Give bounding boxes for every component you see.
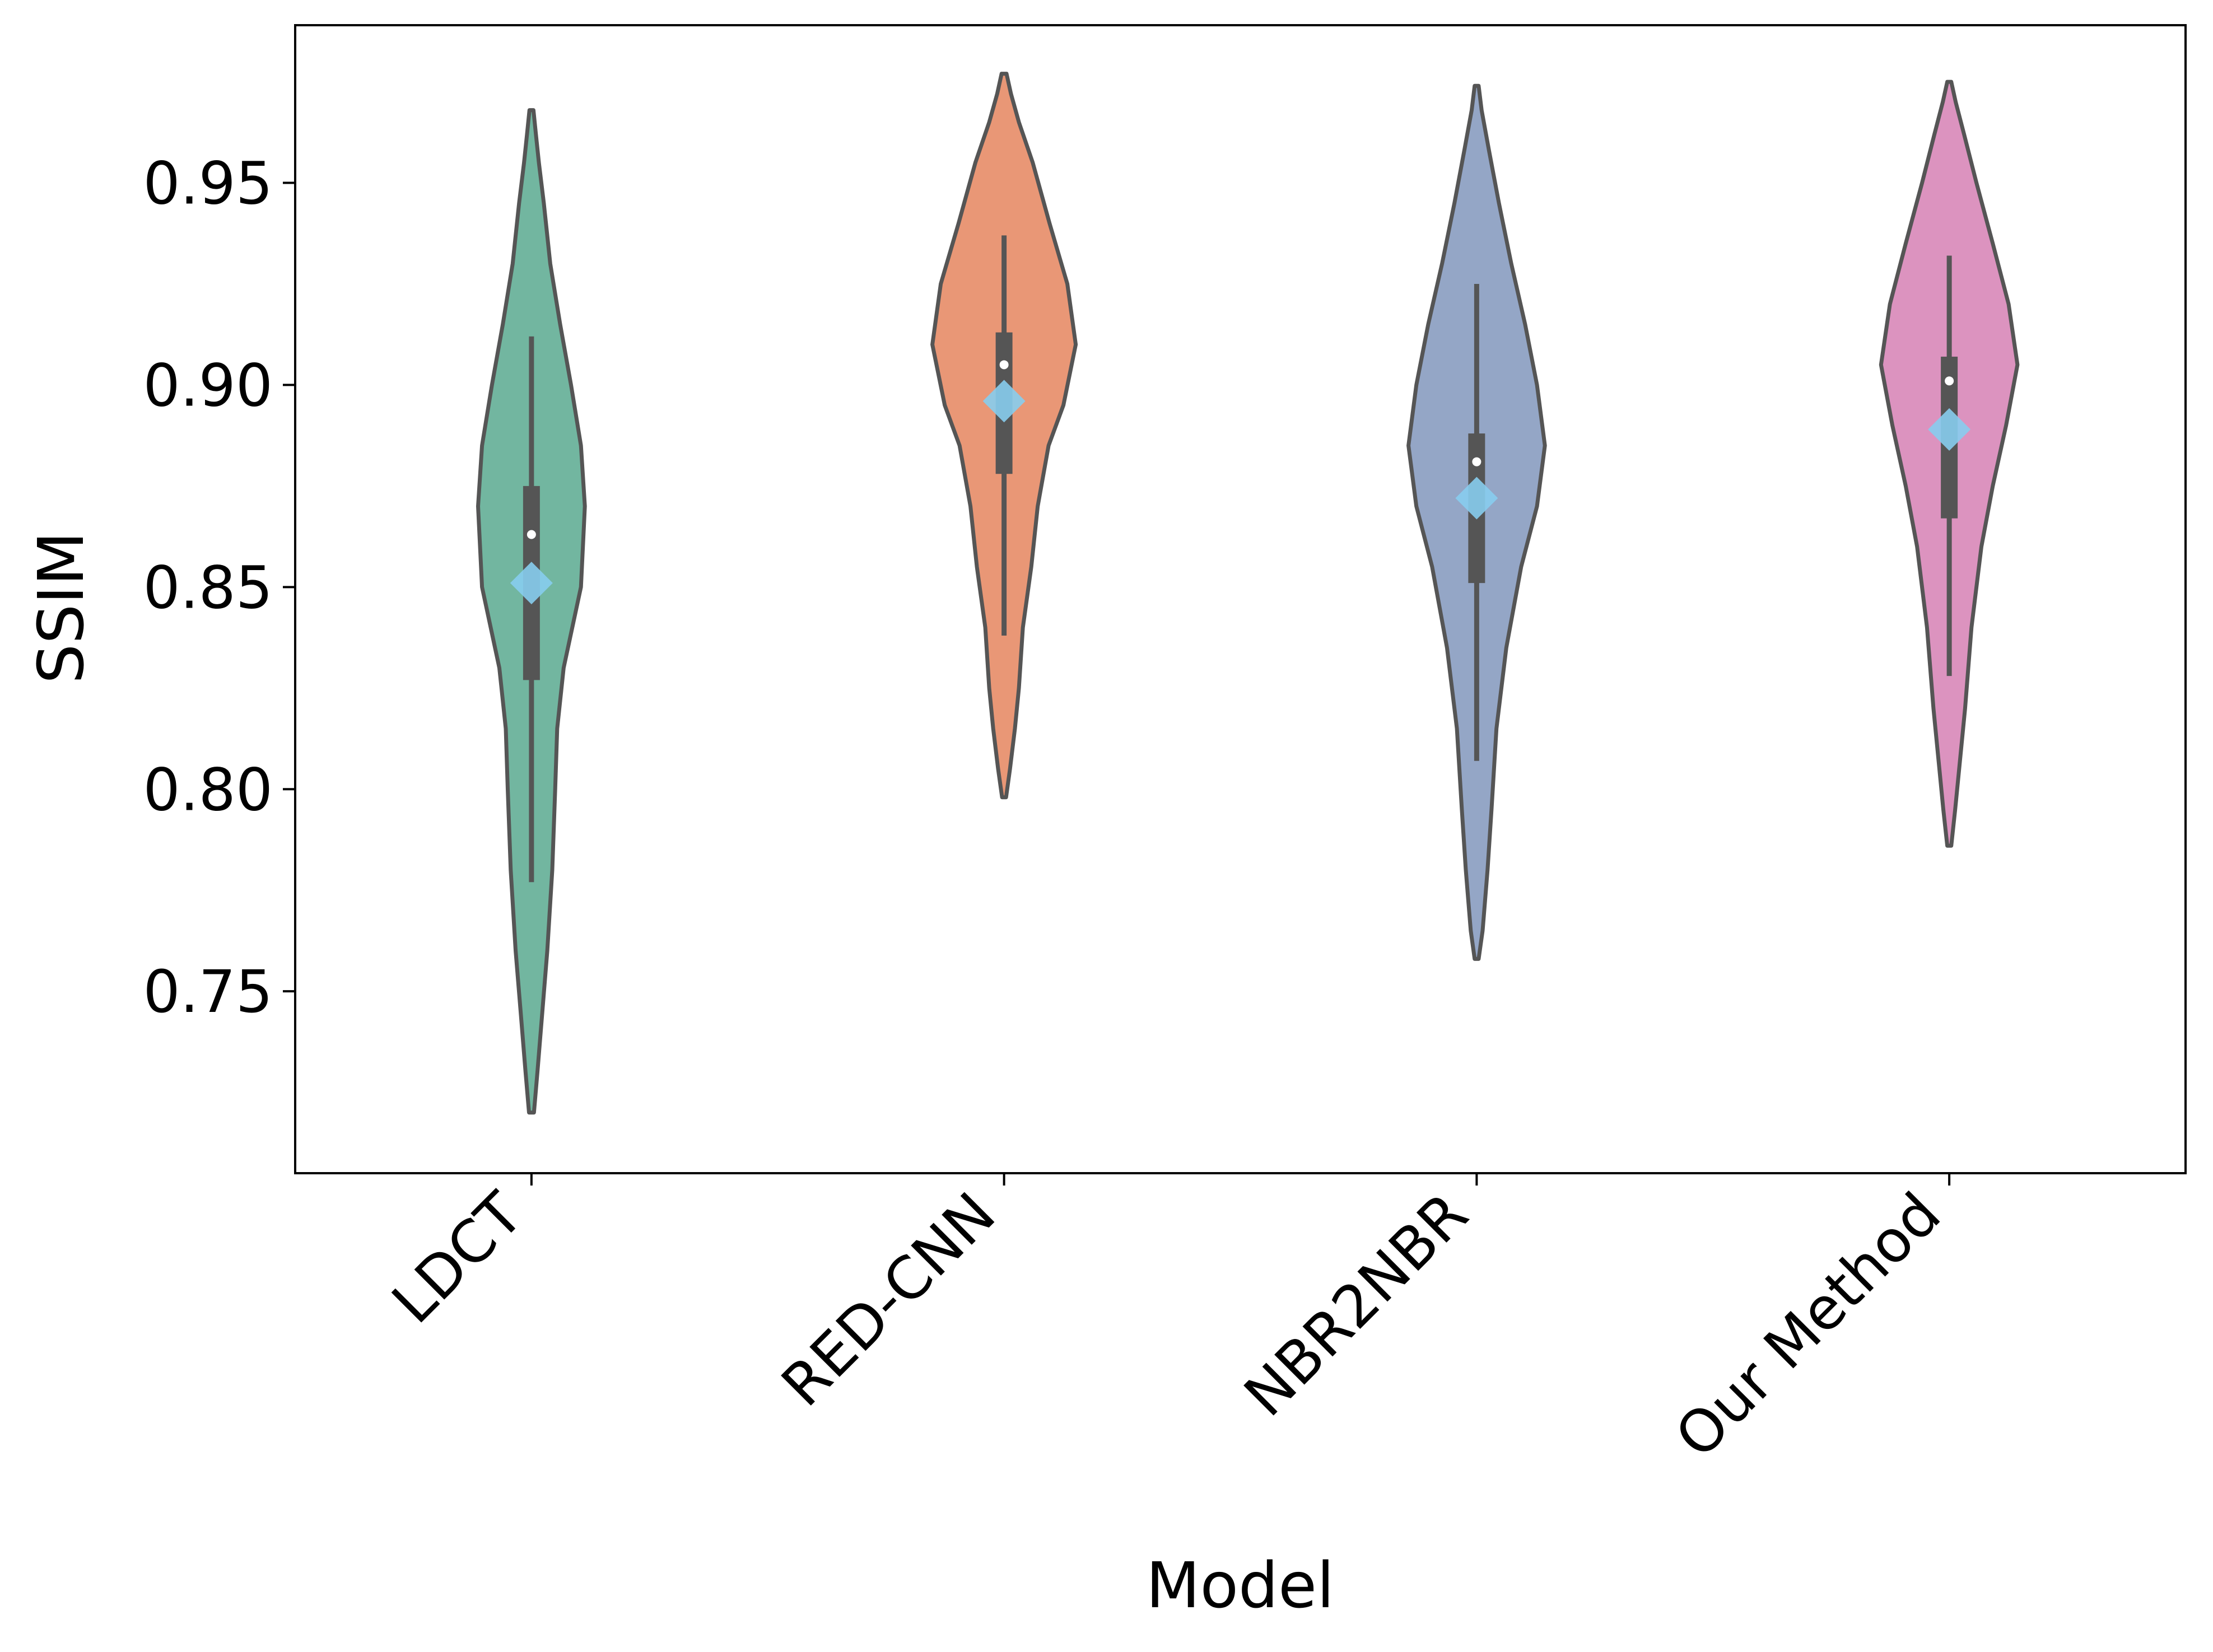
mean-marker [1928,408,1971,451]
x-tick-label: Our Method [1662,1179,1954,1471]
y-tick-label: 0.85 [143,553,273,622]
plot-area-frame [294,24,2187,1174]
violins-layer [476,72,2020,1115]
median-marker [1472,457,1481,466]
mean-marker [510,562,553,605]
violin-group [1406,83,1547,961]
violin-group [476,108,587,1115]
x-axis-title: Model [1146,1550,1334,1622]
median-marker [1945,376,1954,386]
median-marker [999,360,1009,370]
x-tick-label: RED-CNN [768,1179,1008,1419]
mean-marker [1455,477,1498,520]
y-axis: 0.75 0.80 0.85 0.90 0.95 [143,150,295,1026]
y-tick-label: 0.80 [143,755,273,824]
y-tick-label: 0.95 [143,150,273,218]
mean-marker [982,380,1026,423]
x-tick-label: NBR2NBR [1231,1179,1481,1429]
violin-group [1879,80,2020,848]
violin-group [930,72,1078,800]
median-marker [527,530,536,539]
y-axis-title: SSIM [25,531,98,684]
y-tick-label: 0.75 [143,958,273,1026]
x-tick-label: LDCT [379,1179,535,1336]
y-tick-label: 0.90 [143,351,273,419]
x-axis: LDCT RED-CNN NBR2NBR Our Method [379,1173,1954,1471]
